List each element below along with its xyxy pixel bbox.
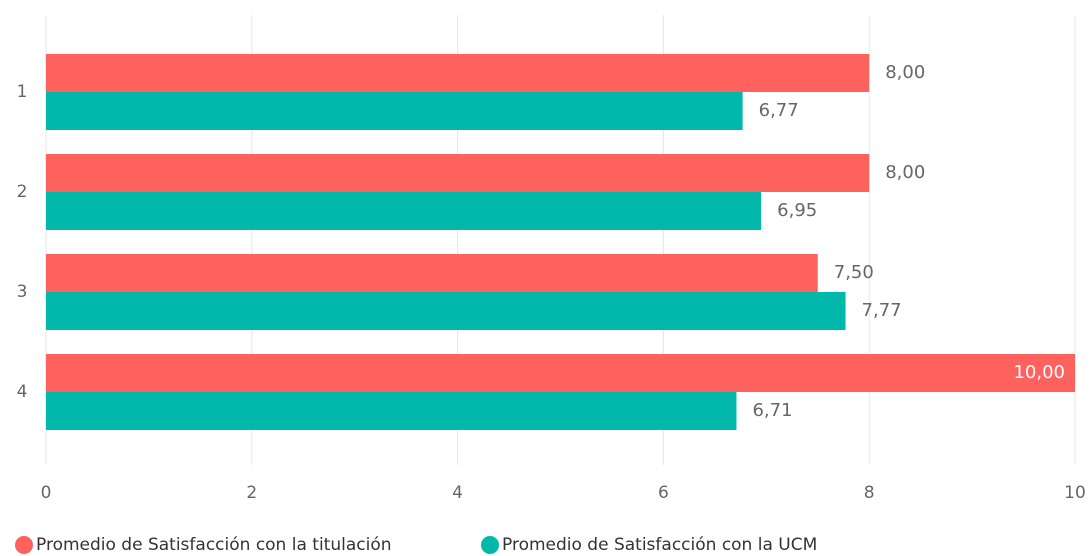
bar (46, 292, 846, 330)
bar (46, 192, 762, 230)
bar (46, 154, 870, 192)
bar (46, 54, 870, 92)
y-tick-label: 3 (17, 282, 28, 302)
bar (46, 92, 743, 130)
legend-marker (481, 536, 499, 554)
value-label: 8,00 (885, 162, 925, 183)
x-tick-label: 10 (1064, 483, 1086, 503)
y-tick-label: 1 (17, 82, 28, 102)
legend-label: Promedio de Satisfacción con la titulaci… (36, 535, 392, 555)
value-label: 6,77 (759, 100, 799, 121)
legend-marker (15, 536, 33, 554)
bar (46, 392, 737, 430)
x-tick-label: 8 (864, 483, 875, 503)
bar (46, 354, 1075, 392)
value-label: 6,95 (777, 200, 817, 221)
value-label: 7,77 (862, 300, 902, 321)
value-label: 6,71 (752, 400, 792, 421)
y-tick-label: 4 (17, 382, 28, 402)
value-label: 7,50 (834, 262, 874, 283)
bar (46, 254, 818, 292)
value-label: 8,00 (885, 62, 925, 83)
x-tick-label: 2 (246, 483, 257, 503)
x-tick-label: 4 (452, 483, 463, 503)
x-tick-label: 6 (658, 483, 669, 503)
value-label: 10,00 (1013, 362, 1065, 383)
legend-label: Promedio de Satisfacción con la UCM (502, 535, 817, 555)
y-tick-label: 2 (17, 182, 28, 202)
x-tick-label: 0 (41, 483, 52, 503)
